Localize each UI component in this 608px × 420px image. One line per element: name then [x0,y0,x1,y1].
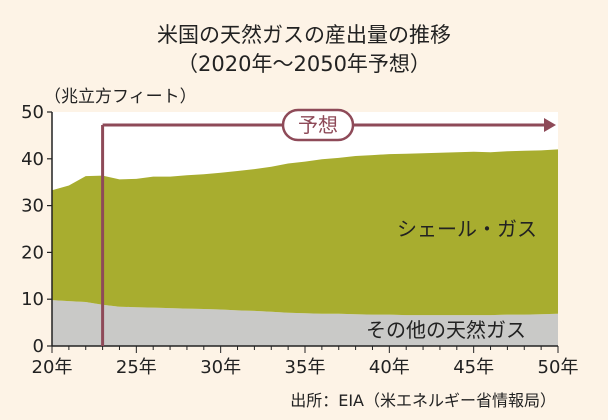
area-series-1 [52,300,558,346]
series-label-other-gas: その他の天然ガス [366,318,526,342]
y-tick-label: 40 [21,149,44,170]
x-tick-label: 25年 [116,357,157,378]
x-tick-label: 50年 [538,357,579,378]
x-tick-label: 45年 [453,357,494,378]
y-tick-label: 30 [21,196,44,217]
x-tick-label: 35年 [285,357,326,378]
x-tick-label: 40年 [369,357,410,378]
y-tick-label: 20 [21,242,44,263]
forecast-label: 予想 [298,113,338,137]
plot-area: 0 10 20 30 40 50 20年 25年 30年 35年 40年 45年 50年 予想シェール・ガ… [21,102,578,378]
y-tick-label: 0 [33,336,44,357]
forecast-label-box [281,108,355,142]
x-tick-label: 30年 [200,357,241,378]
area-series-2 [52,149,558,316]
source-note: 出所：EIA（米エネルギー省情報局） [290,391,556,410]
x-tick-label: 20年 [32,357,73,378]
series-label-shale-gas: シェール・ガス [397,217,537,241]
y-tick-label: 50 [21,102,44,123]
forecast-arrowhead [544,118,556,132]
chart-subtitle: （2020年〜2050年予想） [177,52,431,76]
y-tick-label: 10 [21,289,44,310]
chart-title: 米国の天然ガスの産出量の推移 [157,23,451,47]
y-axis-label: （兆立方フィート） [44,87,197,107]
